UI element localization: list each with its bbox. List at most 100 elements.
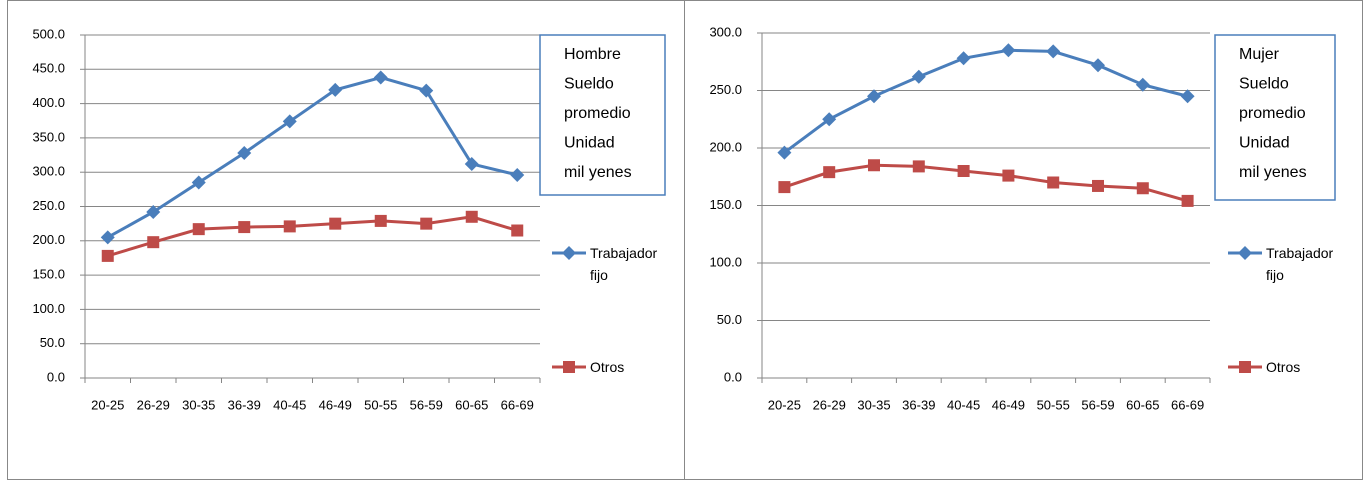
series-line [783, 48, 1188, 154]
series-line [783, 163, 1189, 203]
annotation-text: Sueldo [564, 76, 614, 93]
y-tick-label: 0.0 [724, 369, 742, 384]
point [1136, 182, 1149, 195]
y-tick-label: 500.0 [32, 26, 65, 41]
legend-label: Trabajador fijo [1266, 245, 1334, 283]
x-tick-label: 50-55 [1037, 397, 1070, 412]
point [823, 166, 836, 179]
legend-marker [1238, 246, 1252, 260]
x-tick-label: 66-69 [501, 397, 534, 412]
y-tick-label: 350.0 [32, 129, 65, 144]
x-tick-label: 30-35 [182, 397, 215, 412]
annotation-box [539, 34, 666, 196]
point [822, 112, 837, 127]
x-tick-label: 36-39 [902, 397, 935, 412]
x-tick-label: 26-29 [137, 397, 170, 412]
point [1091, 58, 1105, 73]
x-tick-label: 20-25 [768, 397, 801, 412]
y-tick-label: 250.0 [32, 198, 65, 213]
point [778, 181, 791, 194]
x-tick-label: 56-59 [410, 397, 443, 412]
series-line [107, 75, 518, 239]
annotation-text: Unidad [564, 135, 615, 152]
x-tick-label: 56-59 [1081, 397, 1114, 412]
x-tick-label: 60-65 [1126, 397, 1159, 412]
point [283, 220, 296, 233]
point [911, 69, 926, 84]
point [510, 167, 525, 182]
annotation-text: mil yenes [1239, 164, 1307, 181]
x-tick-label: 20-25 [91, 397, 124, 412]
y-tick-label: 150.0 [32, 267, 65, 282]
annotation-text: promedio [1239, 105, 1306, 122]
point [282, 114, 297, 129]
annotation-text: Unidad [1239, 135, 1290, 152]
point [868, 159, 880, 172]
y-tick-label: 200.0 [32, 232, 65, 247]
legend-marker [562, 246, 576, 260]
y-tick-label: 400.0 [32, 95, 65, 110]
series-line [107, 215, 518, 258]
point [465, 210, 478, 223]
point [192, 223, 205, 236]
point [464, 156, 479, 171]
y-tick-label: 50.0 [40, 335, 65, 350]
x-tick-label: 40-45 [947, 397, 980, 412]
legend-marker [1239, 361, 1251, 373]
annotation-text: Sueldo [1239, 76, 1289, 93]
y-tick-label: 300.0 [709, 24, 742, 39]
point [237, 145, 252, 160]
legend-marker [563, 361, 575, 373]
x-tick-label: 30-35 [857, 397, 890, 412]
x-tick-label: 46-49 [319, 397, 352, 412]
point [191, 175, 206, 190]
y-tick-label: 200.0 [709, 139, 742, 154]
annotation-text: promedio [564, 105, 631, 122]
point [420, 217, 433, 230]
point [1002, 169, 1015, 182]
point [1180, 89, 1195, 104]
y-tick-label: 100.0 [32, 301, 65, 316]
point [1135, 77, 1150, 92]
point [777, 145, 792, 160]
point [956, 51, 971, 66]
annotation-box [1214, 34, 1336, 201]
x-tick-label: 50-55 [364, 397, 397, 412]
point [419, 83, 434, 98]
point [1047, 176, 1060, 189]
legend-label: Trabajador fijo [590, 245, 658, 283]
point [329, 217, 342, 230]
y-tick-label: 100.0 [709, 254, 742, 269]
point [328, 82, 343, 97]
annotation-text: mil yenes [564, 164, 632, 181]
x-tick-label: 40-45 [273, 397, 306, 412]
y-tick-label: 300.0 [32, 164, 65, 179]
annotation-text: Hombre [564, 46, 621, 63]
y-tick-label: 450.0 [32, 61, 65, 76]
y-tick-label: 250.0 [709, 82, 742, 97]
legend-label: Otros [590, 359, 625, 375]
point [100, 230, 115, 245]
legend-label: Otros [1266, 359, 1301, 375]
x-tick-label: 60-65 [455, 397, 488, 412]
y-tick-label: 150.0 [709, 197, 742, 212]
point [146, 204, 161, 219]
annotation-text: Mujer [1239, 46, 1280, 63]
x-tick-label: 46-49 [992, 397, 1025, 412]
point [374, 214, 387, 227]
point [1001, 43, 1016, 58]
point [867, 89, 881, 104]
x-tick-label: 66-69 [1171, 397, 1204, 412]
point [1046, 44, 1061, 59]
y-tick-label: 50.0 [717, 312, 742, 327]
point [373, 70, 388, 85]
point [957, 165, 970, 177]
point [238, 221, 251, 234]
point [1181, 194, 1194, 207]
y-tick-label: 0.0 [47, 369, 65, 384]
point [511, 224, 524, 237]
point [1092, 179, 1104, 192]
point [912, 160, 925, 173]
